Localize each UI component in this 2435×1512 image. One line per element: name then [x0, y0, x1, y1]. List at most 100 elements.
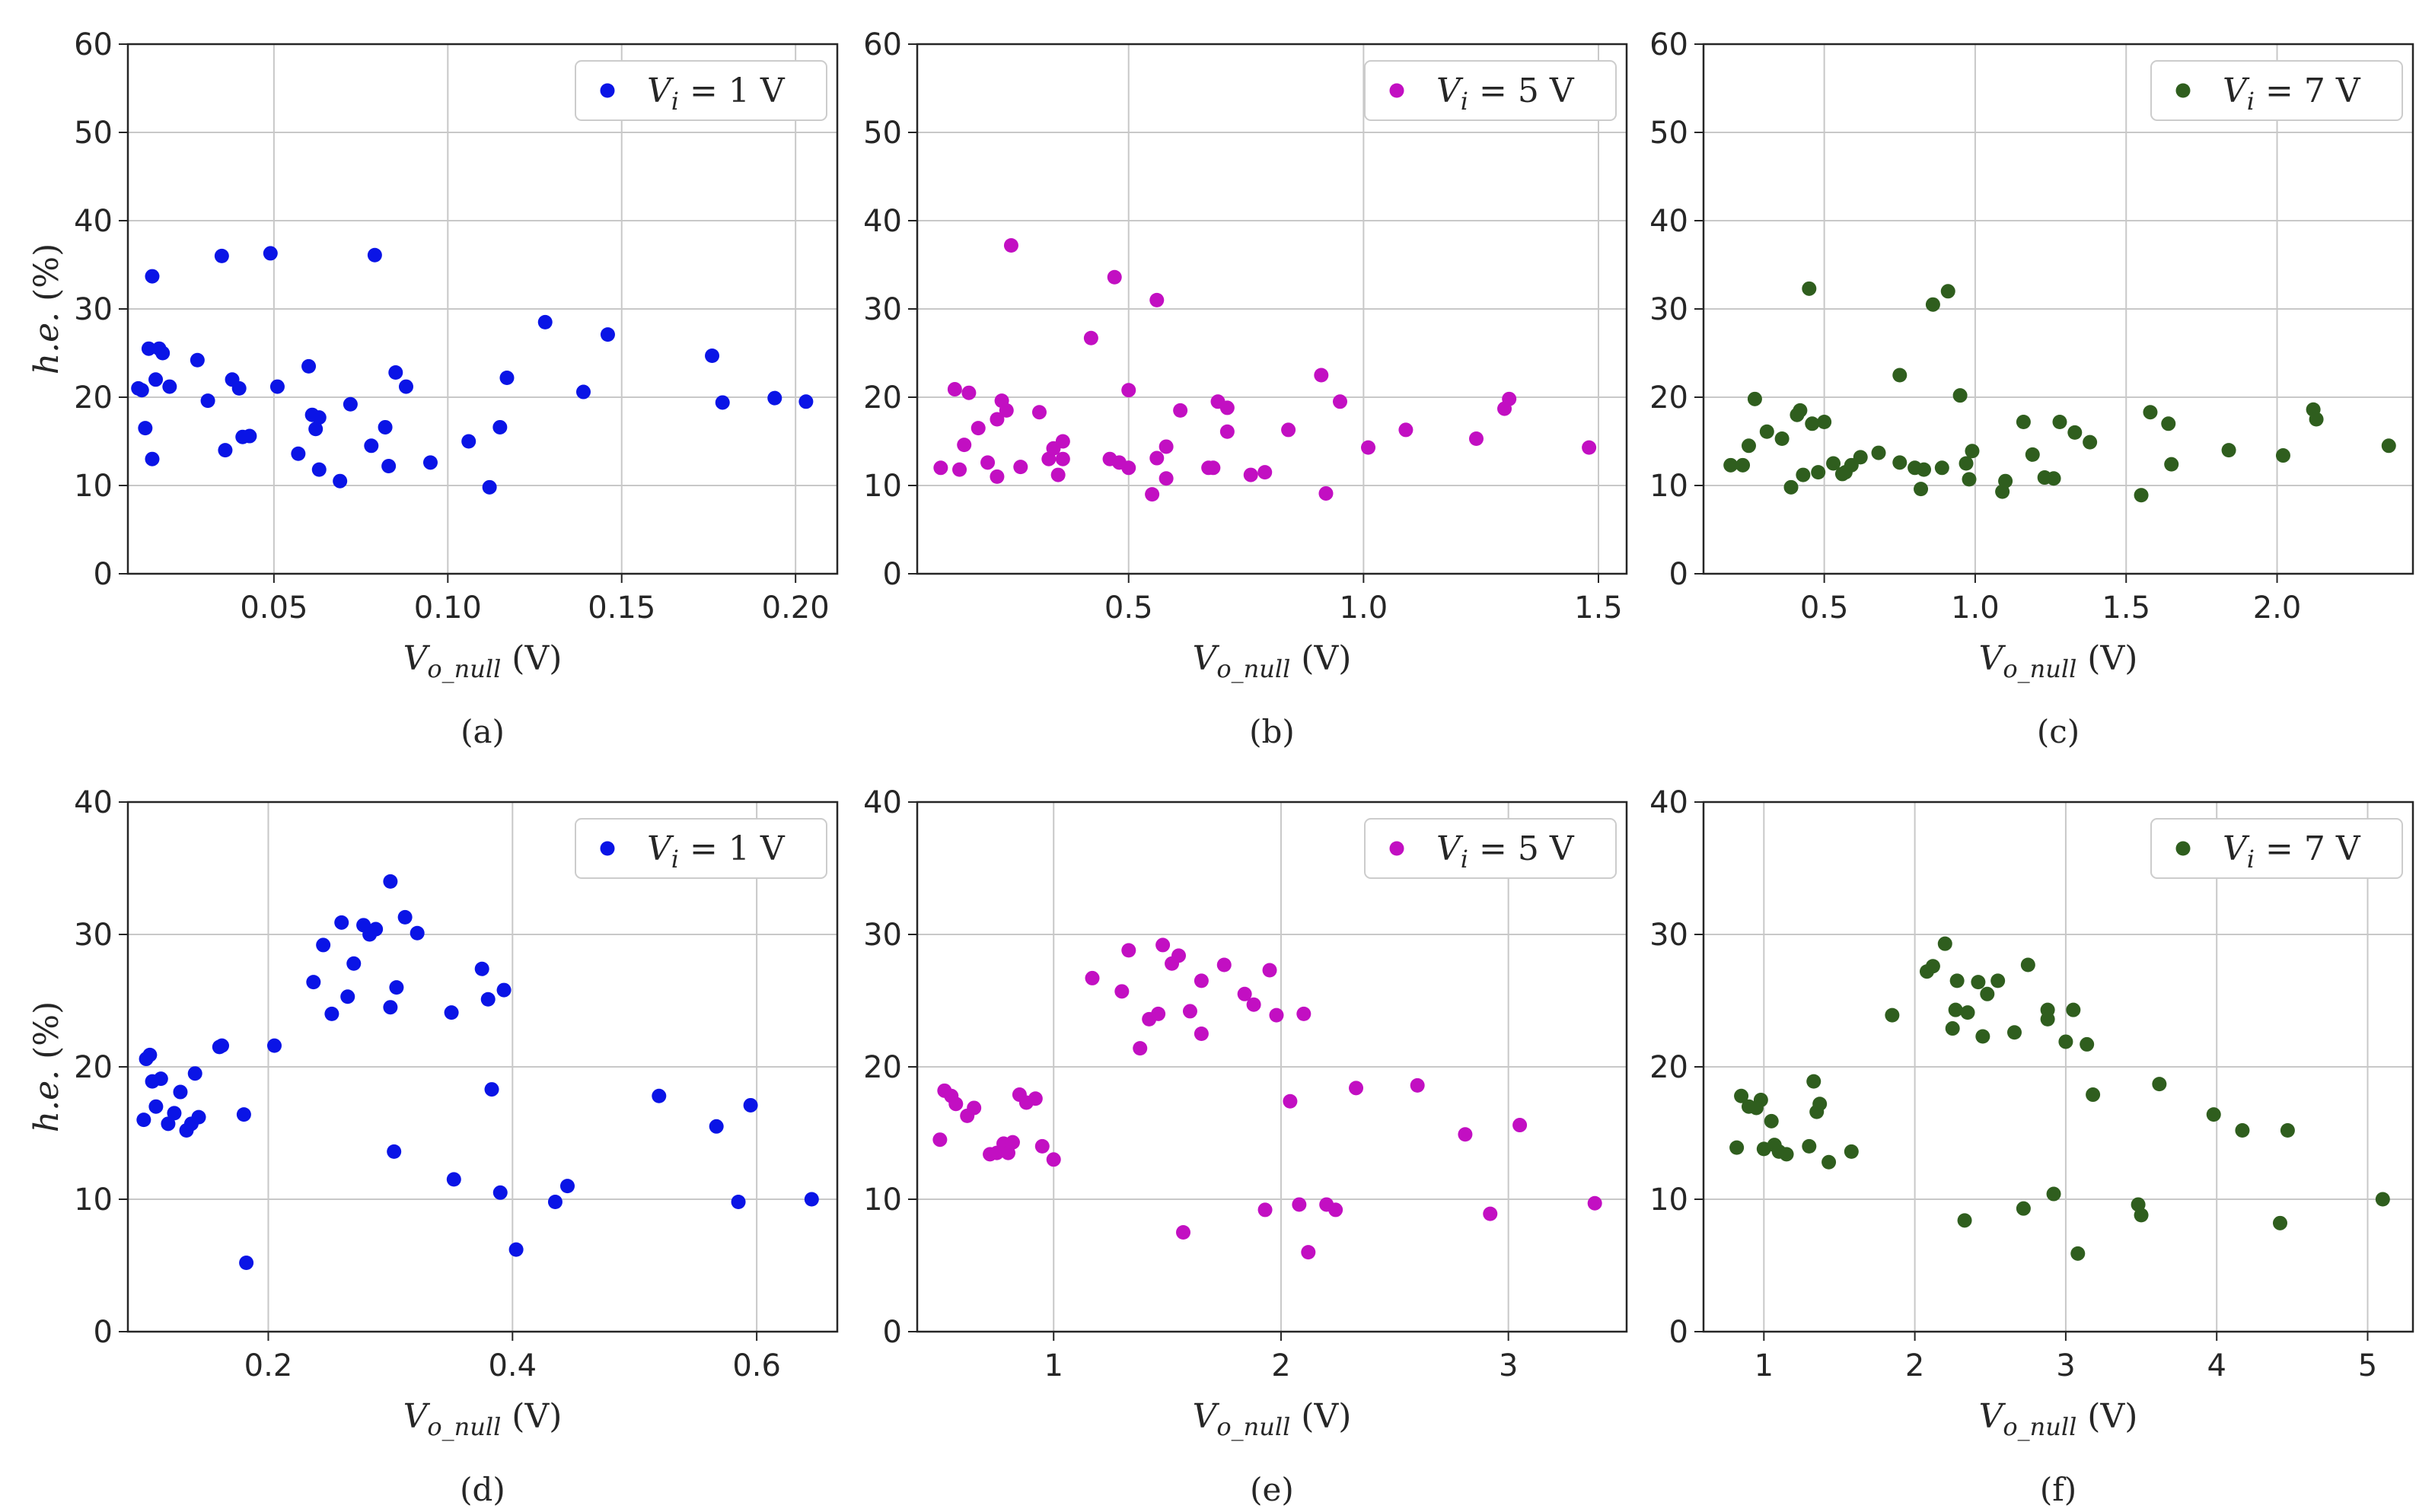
data-point [269, 379, 285, 394]
legend-box [2150, 60, 2403, 121]
data-point [1292, 1197, 1307, 1212]
data-point [1971, 975, 1986, 990]
x-tick-label: 0.20 [762, 590, 830, 625]
data-point [145, 451, 160, 466]
x-tick-label: 0.10 [414, 590, 482, 625]
y-tick-label: 20 [1649, 1050, 1688, 1085]
data-point [1034, 1138, 1050, 1154]
y-tick-label: 0 [94, 557, 113, 592]
y-tick-label: 0 [94, 1315, 113, 1350]
x-tick-label: 1.5 [1574, 590, 1623, 625]
data-point [1159, 471, 1174, 486]
legend-marker [2175, 841, 2191, 856]
data-point [1155, 937, 1171, 953]
data-point [1046, 1152, 1061, 1167]
data-point [2040, 1011, 2055, 1027]
data-point [1844, 1144, 1859, 1159]
data-point [2016, 414, 2031, 429]
y-tick-label: 20 [1649, 380, 1688, 415]
y-tick-label: 30 [1649, 918, 1688, 953]
data-point [1159, 439, 1174, 454]
chart-panel: 0 10 20 30 40 50 60 0.5 1.0 1.5 Vi = 5 V Vo_null (V… [863, 27, 1628, 750]
data-point [1281, 422, 1296, 438]
data-point [559, 1179, 575, 1194]
data-point [153, 1071, 168, 1087]
data-point [492, 419, 508, 435]
data-point [1483, 1206, 1498, 1221]
data-point [1764, 1113, 1779, 1128]
legend: Vi = 7 V [2150, 60, 2403, 121]
y-tick-label: 40 [1649, 204, 1688, 239]
y-tick-label: 20 [74, 380, 113, 415]
data-point [444, 1005, 459, 1020]
axes-frame [126, 801, 839, 1333]
x-tick-label: 0.5 [1104, 590, 1153, 625]
x-axis-label: Vo_null (V) [403, 1397, 563, 1441]
legend-marker [600, 841, 615, 856]
data-point [1805, 416, 1820, 431]
data-point [1301, 1245, 1316, 1260]
axes-frame [1702, 801, 2414, 1333]
data-point [1980, 986, 1995, 1001]
y-tick-label: 30 [74, 918, 113, 953]
data-point [1925, 959, 1940, 974]
data-point [2152, 1077, 2167, 1092]
data-point [1812, 1097, 1828, 1112]
legend-label: Vi = 7 V [2223, 72, 2361, 116]
data-point [1296, 1006, 1312, 1021]
data-point [1458, 1127, 1473, 1142]
data-point [136, 1113, 151, 1128]
legend-label: Vi = 1 V [647, 72, 786, 116]
data-point [1283, 1093, 1298, 1109]
data-point [1398, 422, 1414, 438]
data-point [2272, 1215, 2287, 1230]
data-point [537, 314, 553, 329]
x-tick-label: 1.5 [2102, 590, 2150, 625]
panel-caption: (d) [460, 1471, 505, 1508]
data-point [1937, 936, 1952, 951]
data-point [999, 403, 1014, 418]
data-point [2280, 1123, 2295, 1138]
data-point [2016, 1201, 2031, 1216]
legend-box [1364, 60, 1617, 121]
data-point [346, 956, 362, 971]
data-point [324, 1006, 339, 1021]
data-point [961, 385, 977, 400]
data-point [1149, 450, 1165, 466]
data-point [990, 412, 1005, 427]
data-point [1952, 388, 1968, 403]
data-point [743, 1097, 758, 1113]
data-point [1219, 400, 1235, 415]
legend-marker [1389, 841, 1404, 856]
y-axis-label: h.e. (%) [27, 1001, 66, 1133]
x-tick-label: 0.4 [488, 1348, 537, 1383]
y-tick-label: 10 [863, 1183, 902, 1218]
data-point [1917, 462, 1932, 477]
y-tick-label: 20 [863, 1050, 902, 1085]
data-point [1741, 438, 1756, 454]
x-axis-label: Vo_null (V) [1193, 1397, 1352, 1441]
data-point [2235, 1123, 2250, 1138]
data-point [1975, 1029, 1990, 1044]
legend-label: Vi = 5 V [1436, 72, 1575, 116]
data-point [1262, 963, 1277, 978]
data-point [798, 394, 814, 409]
y-tick-label: 60 [1649, 27, 1688, 62]
data-point [1779, 1147, 1794, 1162]
data-point [334, 915, 349, 930]
data-point [422, 455, 438, 470]
x-tick-label: 1.0 [1951, 590, 2000, 625]
data-point [705, 348, 720, 363]
legend-label: Vi = 5 V [1436, 829, 1575, 874]
data-point [1885, 1007, 1900, 1023]
y-tick-label: 10 [863, 469, 902, 504]
x-tick-label: 3 [1499, 1348, 1518, 1383]
data-point [306, 975, 321, 990]
data-point [1960, 1005, 1975, 1020]
data-point [1121, 460, 1136, 476]
x-tick-label: 1.0 [1340, 590, 1388, 625]
legend: Vi = 1 V [575, 60, 827, 121]
legend-label: Vi = 7 V [2223, 829, 2361, 874]
y-tick-label: 40 [1649, 785, 1688, 820]
data-point [547, 1194, 563, 1209]
